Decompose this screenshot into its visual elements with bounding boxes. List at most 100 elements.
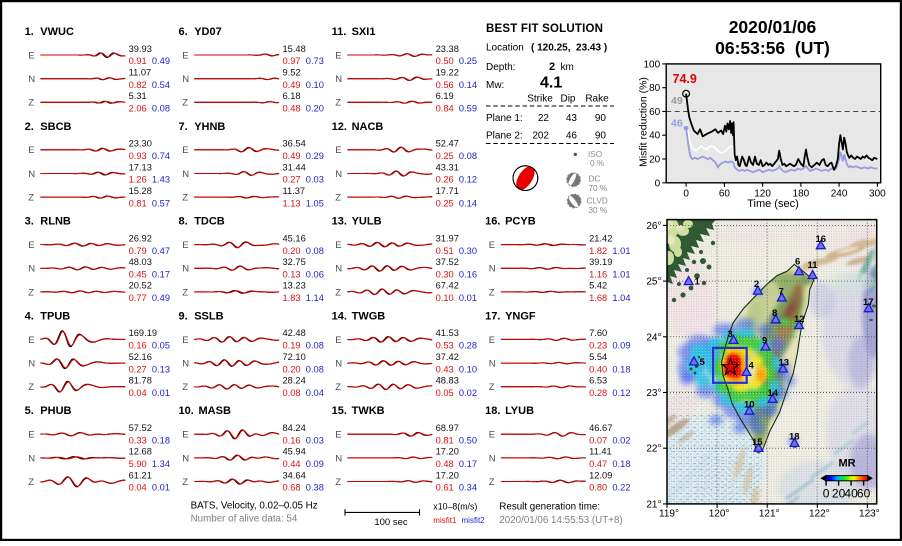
svg-text:Location: Location [486,43,524,54]
svg-text:17.20: 17.20 [436,447,459,457]
svg-text:Depth:: Depth: [486,62,515,73]
svg-text:0.09: 0.09 [612,341,630,351]
svg-text:Z: Z [489,287,495,298]
svg-text:0.08: 0.08 [152,104,170,114]
svg-text:1.01: 1.01 [612,270,630,280]
svg-text:Z: Z [335,477,341,488]
svg-text:40: 40 [844,487,858,501]
svg-text:NACB: NACB [352,121,384,133]
svg-text:5.: 5. [25,405,34,417]
svg-text:119°: 119° [659,508,679,519]
svg-text:0.74: 0.74 [152,151,170,161]
svg-text:28.24: 28.24 [283,376,306,386]
svg-text:0.25: 0.25 [459,56,477,66]
svg-text:0.80: 0.80 [589,483,607,493]
svg-text:60: 60 [649,107,661,118]
svg-text:0.27: 0.27 [283,175,301,185]
svg-text:Z: Z [28,193,34,204]
svg-text:0.40: 0.40 [589,364,607,374]
svg-text:0.20: 0.20 [283,364,301,374]
svg-text:18: 18 [789,432,800,443]
svg-text:YULB: YULB [352,216,382,228]
svg-text:Z: Z [28,477,34,488]
svg-text:Z: Z [182,287,188,298]
svg-text:N: N [182,359,189,370]
svg-text:Z: Z [335,287,341,298]
svg-text:1.04: 1.04 [612,293,630,303]
svg-text:0.79: 0.79 [129,246,147,256]
svg-text:12.: 12. [332,121,347,133]
svg-text:0.73: 0.73 [306,56,324,66]
svg-text:0.84: 0.84 [436,104,454,114]
svg-text:20.52: 20.52 [129,281,152,291]
svg-text:Z: Z [182,382,188,393]
svg-text:0.51: 0.51 [436,246,454,256]
svg-text:0.02: 0.02 [612,435,630,445]
svg-text:100 sec: 100 sec [374,517,408,528]
svg-text:0: 0 [683,188,689,199]
svg-text:Strike: Strike [527,94,553,105]
svg-text:23°: 23° [646,388,661,399]
svg-text:0.49: 0.49 [152,56,170,66]
svg-text:5.42: 5.42 [589,281,607,291]
svg-text:SSLB: SSLB [194,310,223,322]
svg-text:0.30: 0.30 [436,270,454,280]
svg-text:E: E [182,430,188,441]
svg-text:240: 240 [831,188,848,199]
svg-text:31.97: 31.97 [436,233,459,243]
svg-text:Z: Z [28,382,34,393]
svg-text:E: E [335,335,341,346]
svg-text:N: N [335,74,342,85]
svg-text:0.34: 0.34 [459,483,477,493]
svg-text:67.42: 67.42 [436,281,459,291]
svg-text:0.97: 0.97 [283,56,301,66]
svg-text:YD07: YD07 [194,26,222,38]
svg-text:43.31: 43.31 [436,162,459,172]
svg-text:0.08: 0.08 [306,341,324,351]
svg-text:0.44: 0.44 [283,459,301,469]
svg-text:3: 3 [728,329,733,340]
svg-text:0.20: 0.20 [283,246,301,256]
svg-text:0.18: 0.18 [612,459,630,469]
svg-text:PCYB: PCYB [505,216,536,228]
svg-text:0: 0 [823,487,830,501]
svg-text:0.47: 0.47 [152,246,170,256]
svg-text:180: 180 [793,188,810,199]
svg-text:km: km [561,62,574,73]
svg-text:6.19: 6.19 [436,91,454,101]
svg-text:0.57: 0.57 [152,198,170,208]
svg-text:0.25: 0.25 [436,198,454,208]
svg-text:Result generation time:: Result generation time: [499,502,600,513]
svg-text:6.53: 6.53 [589,376,607,386]
svg-text:21.42: 21.42 [589,233,612,243]
svg-text:14.: 14. [332,310,347,322]
svg-text:0.16: 0.16 [283,435,301,445]
svg-text:0.08: 0.08 [283,388,301,398]
svg-text:0.59: 0.59 [459,104,477,114]
svg-text:Z: Z [489,477,495,488]
svg-text:0.12: 0.12 [459,175,477,185]
svg-text:06:53:56 (UT): 06:53:56 (UT) [715,38,830,58]
svg-text:39.19: 39.19 [589,257,612,267]
svg-text:Z: Z [489,382,495,393]
svg-text:Dip: Dip [560,94,575,105]
svg-text:2: 2 [549,61,555,73]
svg-text:N: N [182,169,189,180]
svg-text:13.: 13. [332,216,347,228]
svg-text:7.60: 7.60 [589,328,607,338]
svg-text:0.04: 0.04 [129,483,147,493]
svg-text:122°: 122° [809,508,830,519]
svg-text:VWUC: VWUC [40,26,74,38]
svg-text:Plane 2:: Plane 2: [486,131,523,142]
svg-text:0.30: 0.30 [459,246,477,256]
svg-text:0.08: 0.08 [306,364,324,374]
svg-text:0.06: 0.06 [306,270,324,280]
svg-text:90: 90 [595,113,607,124]
svg-text:0.08: 0.08 [459,151,477,161]
svg-text:0.02: 0.02 [459,388,477,398]
svg-text:22°: 22° [646,444,661,455]
svg-text:1.34: 1.34 [152,459,170,469]
svg-text:3.: 3. [25,216,34,228]
svg-text:0.03: 0.03 [306,175,324,185]
svg-text:60: 60 [857,487,871,501]
